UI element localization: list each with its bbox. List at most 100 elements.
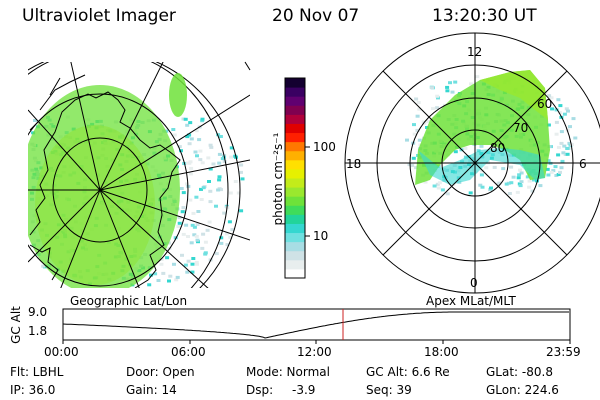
speckle [189,241,194,245]
coastline [29,91,181,288]
speckle [517,173,522,177]
speckle [217,175,222,179]
colorbar-segment [285,214,305,224]
speckle [206,156,211,160]
speckle [189,137,194,141]
speckle [173,236,178,240]
speckle [415,114,420,118]
meridians [28,62,250,288]
speckle [186,259,191,263]
speckle [239,170,243,174]
colorbar-segment [285,223,305,234]
seq-status: Seq: 39 [366,383,412,397]
speckle [165,256,170,260]
speckle [195,154,199,158]
speckle [567,141,572,145]
speckle [535,179,539,183]
speckle [180,210,185,214]
left-emission-patch [169,73,187,117]
speckle [185,161,190,165]
speckle [496,182,501,186]
speckle [197,138,202,142]
speckle [469,82,474,86]
speckle [463,146,468,150]
speckle [183,117,188,121]
speckle [556,153,561,157]
colorbar-frame [284,77,306,279]
speckle [194,234,199,238]
speckle [228,235,233,239]
speckle [208,143,213,147]
colorbar-segment [285,196,305,206]
speckle [559,130,564,134]
speckle [191,211,196,215]
speckle [430,86,434,90]
speckle [33,119,37,122]
speckle [564,107,569,111]
speckle [431,107,435,111]
speckle [531,178,536,182]
speckle [566,109,570,113]
mlat-70-label: 70 [513,121,529,135]
speckle [569,142,574,146]
speckle [492,165,497,169]
speckle [448,81,452,85]
speckle [445,85,450,89]
speckle [187,133,192,137]
speckle [200,246,205,250]
speckle [200,161,205,165]
speckle [207,220,212,224]
speckle [410,163,415,167]
speckle [561,151,566,155]
speckle [480,185,485,189]
colorbar-label-10: 10 [313,229,329,243]
speckle [175,275,180,279]
speckle [194,129,199,133]
speckle [196,210,201,213]
speckle [517,182,522,186]
speckle [518,184,523,188]
speckle [436,96,440,100]
speckle [504,182,509,186]
speckle [435,94,440,98]
colorbar-segment [285,241,305,252]
colorbar-segment [285,132,305,143]
speckle [222,211,227,215]
speckle [538,184,543,188]
speckle [199,198,204,201]
speckle [417,138,422,142]
speckle [440,188,445,192]
speckle [201,232,206,236]
speckle [225,243,230,247]
speckle [190,270,195,274]
apex-map [405,70,578,196]
speckle [556,173,561,176]
speckle [573,136,578,140]
speckle [153,272,158,276]
mlt-6-label: 6 [579,157,587,171]
speckle [201,186,206,190]
speckle [217,161,222,165]
speckle [230,228,235,232]
speckle [501,167,506,171]
speckle [556,98,561,102]
speckle [208,200,213,204]
speckle [559,141,564,145]
speckle [468,191,473,195]
speckle [211,162,216,166]
speckle [229,146,234,150]
speckle [176,225,181,228]
speckle [185,182,189,186]
speckle [203,252,208,256]
speckle [198,158,203,162]
glat-status: GLat: -80.8 [486,365,553,379]
colorbar-segment [285,159,305,170]
speckle [236,191,241,195]
dsp-value: -3.9 [292,383,316,397]
speckle [183,263,188,267]
speckle [167,279,171,283]
gain-status: Gain: 14 [126,383,177,397]
speckle [179,149,183,153]
speckle [193,150,198,154]
